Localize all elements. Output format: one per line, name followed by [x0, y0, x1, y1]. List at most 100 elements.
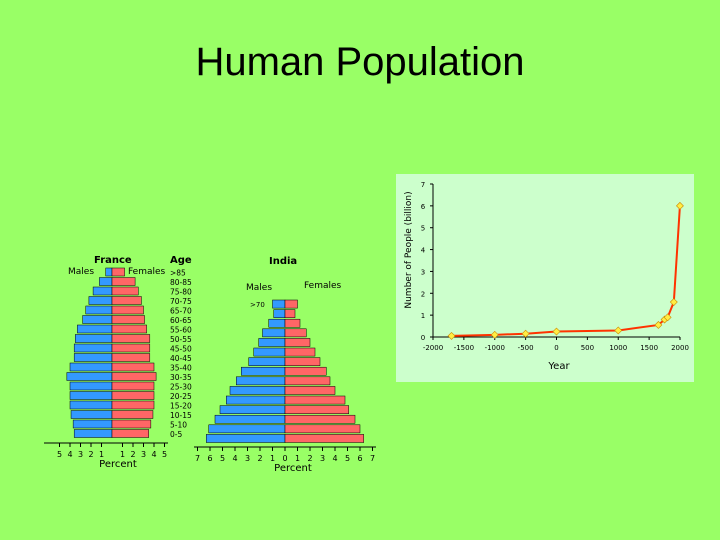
india-male-bar — [253, 347, 286, 357]
france-age-label: 75-80 — [170, 288, 192, 297]
india-female-bar — [284, 424, 361, 434]
france-female-bar — [111, 429, 149, 438]
india-male-bar — [229, 386, 286, 395]
india-male-bar — [219, 405, 286, 414]
growth-marker — [614, 326, 623, 335]
france-male-bar — [69, 400, 113, 410]
india-female-bar — [284, 434, 364, 443]
india-male-bar — [273, 309, 286, 318]
india-male-bar — [262, 328, 286, 338]
france-age-label: 10-15 — [170, 411, 192, 420]
france-age-label: 25-30 — [170, 383, 192, 392]
growth-marker — [521, 329, 530, 338]
france-age-label: 30-35 — [170, 373, 192, 382]
france-x-tick-label: 2 — [88, 450, 93, 459]
growth-marker — [447, 331, 456, 340]
india-x-tick-label: 2 — [257, 454, 262, 463]
growth-marker — [490, 330, 499, 339]
france-female-bar — [111, 362, 155, 372]
france-x-tick-label: 2 — [130, 450, 135, 459]
india-male-bar — [248, 357, 286, 366]
france-male-bar — [73, 343, 113, 353]
growth-x-tick-label: 500 — [581, 344, 594, 352]
france-age-label: 45-50 — [170, 345, 192, 354]
population-growth-chart: 0 1 2 3 4 5 6 7 -2000 -1500 -1000 -500 0 500 1000 1500 2… — [396, 174, 694, 382]
france-xlabel: Percent — [99, 459, 137, 470]
france-female-bar — [111, 334, 151, 343]
france-age-label: 15-20 — [170, 402, 192, 411]
france-age-label: 70-75 — [170, 297, 192, 306]
france-age-label: >85 — [170, 269, 186, 278]
india-male-bar — [241, 366, 286, 376]
growth-y-tick-label: 7 — [421, 181, 425, 189]
france-x-tick-label: 5 — [162, 450, 167, 459]
india-x-tick-label: 3 — [245, 454, 250, 463]
france-x-tick-label: 4 — [67, 450, 72, 459]
france-female-bar — [111, 419, 152, 429]
india-male-bar — [206, 434, 286, 443]
growth-y-tick-label: 3 — [421, 268, 425, 276]
growth-ylabel: Number of People (billion) — [404, 191, 414, 308]
growth-x-tick-label: -2000 — [423, 344, 443, 352]
france-female-bar — [111, 410, 154, 419]
france-x-tick-label: 3 — [78, 450, 83, 459]
india-x-tick-label: 3 — [320, 454, 325, 463]
france-female-bar — [111, 315, 145, 324]
india-male-bar — [268, 318, 286, 328]
india-male-bar — [208, 424, 286, 434]
growth-marker — [663, 313, 672, 322]
india-x-tick-label: 1 — [270, 454, 275, 463]
france-x-tick-label: 1 — [120, 450, 125, 459]
growth-y-tick-label: 6 — [421, 203, 426, 211]
france-female-bar — [111, 372, 157, 381]
india-x-tick-label: 1 — [295, 454, 300, 463]
france-female-bar — [111, 305, 144, 315]
india-x-tick-label: 5 — [345, 454, 350, 463]
india-male-bar — [272, 299, 286, 309]
india-xlabel: Percent — [274, 463, 312, 474]
india-x-tick-label: 6 — [357, 454, 362, 463]
growth-marker — [654, 321, 663, 329]
india-top-age-label: >70 — [250, 301, 265, 309]
france-male-bar — [75, 334, 113, 343]
france-female-bar — [111, 324, 147, 334]
france-female-bar — [111, 391, 155, 400]
growth-y-tick-label: 5 — [421, 225, 425, 233]
france-male-bar — [85, 305, 113, 315]
france-age-label: 35-40 — [170, 364, 192, 373]
france-male-bar — [69, 381, 113, 391]
india-males-label: Males — [246, 283, 272, 293]
france-male-bar — [73, 429, 113, 438]
growth-xlabel: Year — [547, 361, 570, 372]
india-x-tick-label: 2 — [307, 454, 312, 463]
india-females-label: Females — [304, 281, 342, 291]
france-male-bar — [99, 277, 113, 286]
india-female-bar — [284, 318, 301, 328]
growth-x-tick-label: -1000 — [485, 344, 505, 352]
growth-marker — [552, 327, 561, 336]
growth-y-tick-label: 2 — [421, 290, 425, 298]
growth-marker — [676, 201, 684, 210]
france-female-bar — [111, 381, 155, 391]
india-x-tick-label: 5 — [220, 454, 225, 463]
france-females-label: Females — [128, 267, 166, 277]
france-age-label: 5-10 — [170, 421, 187, 430]
india-x-tick-label: 4 — [232, 454, 237, 463]
france-male-bar — [82, 315, 113, 324]
india-x-tick-label: 7 — [195, 454, 200, 463]
growth-x-tick-label: 2000 — [671, 344, 689, 352]
india-title: India — [269, 256, 297, 267]
france-age-label: 55-60 — [170, 326, 192, 335]
growth-x-tick-label: 1000 — [609, 344, 627, 352]
france-male-bar — [77, 324, 113, 334]
france-age-label: 0-5 — [170, 430, 182, 439]
france-male-bar — [73, 353, 113, 362]
growth-x-tick-label: -500 — [518, 344, 534, 352]
growth-x-tick-label: 0 — [554, 344, 558, 352]
france-male-bar — [69, 391, 113, 400]
india-female-bar — [284, 309, 296, 318]
france-female-bar — [111, 343, 151, 353]
france-title: France — [94, 255, 132, 266]
